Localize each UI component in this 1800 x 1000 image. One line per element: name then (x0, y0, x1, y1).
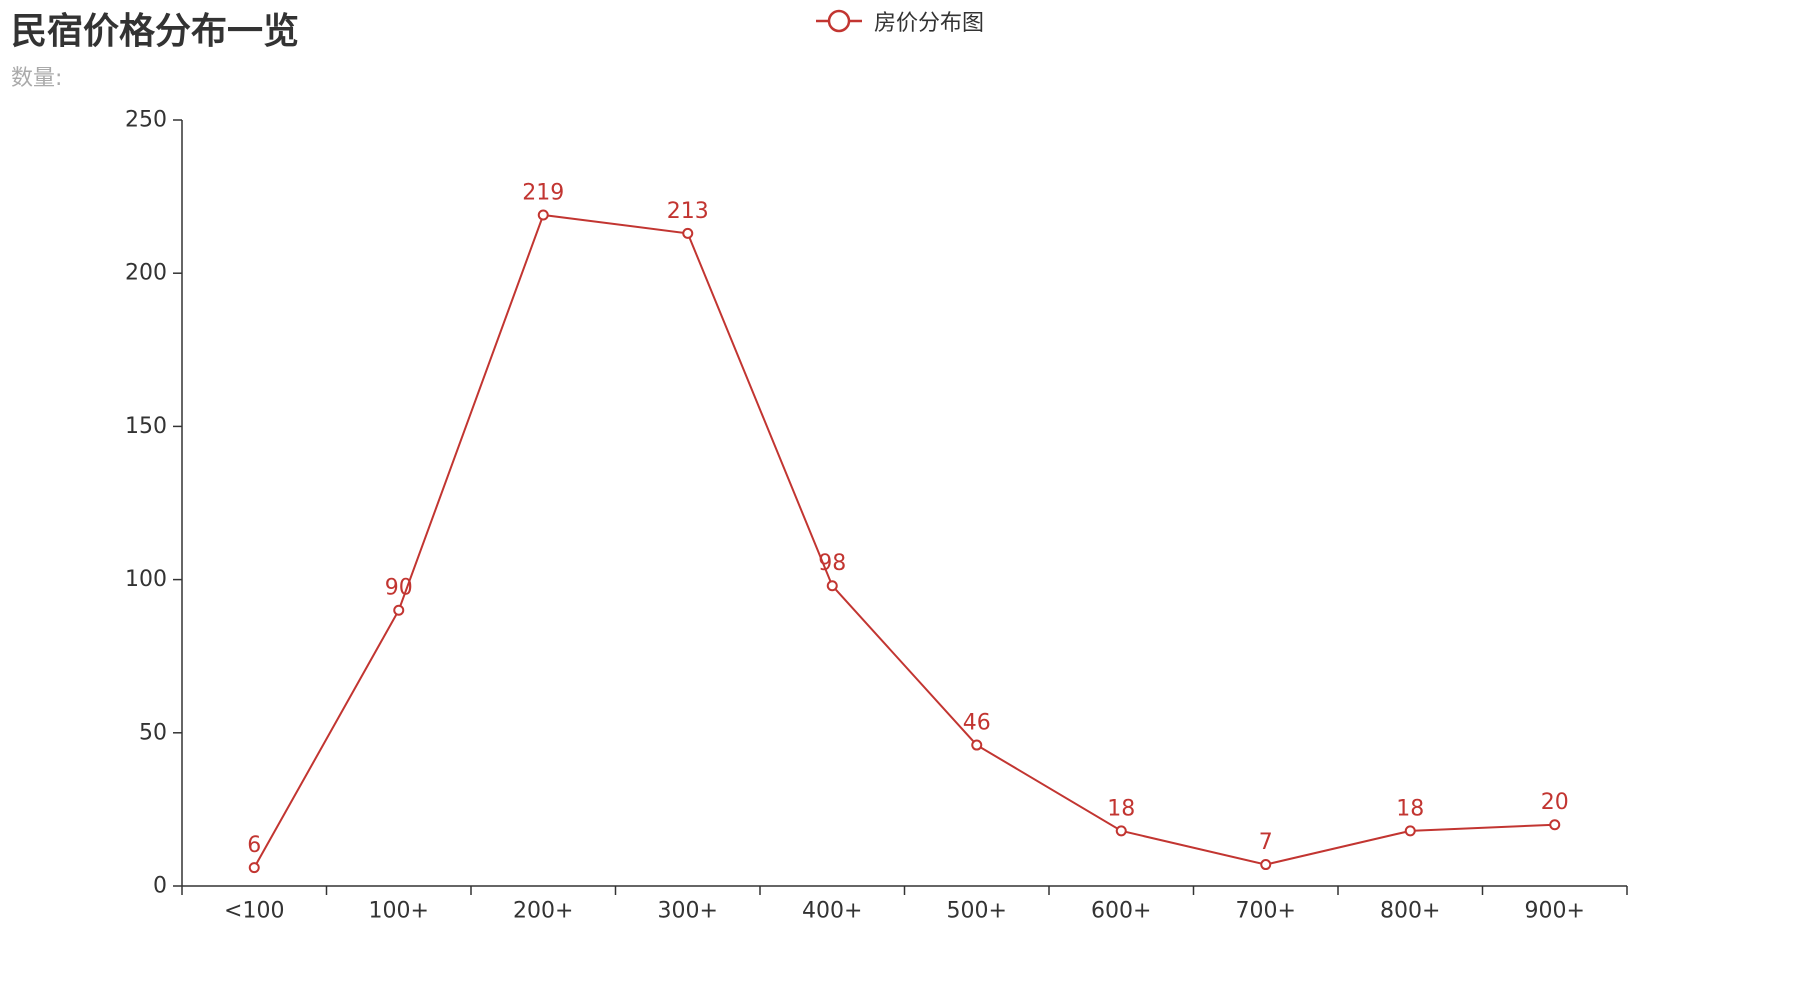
data-label: 219 (522, 180, 564, 205)
data-label: 90 (385, 576, 413, 601)
data-label: 46 (963, 711, 991, 736)
data-point[interactable] (537, 209, 549, 221)
data-label: 213 (667, 199, 709, 224)
data-point[interactable] (393, 604, 405, 616)
x-tick-label: 900+ (1525, 899, 1585, 924)
data-point[interactable] (248, 862, 260, 874)
x-tick-label: 700+ (1236, 899, 1296, 924)
legend-item-series[interactable]: 房价分布图 (814, 6, 984, 36)
data-point[interactable] (682, 227, 694, 239)
x-tick-label: 400+ (802, 899, 862, 924)
x-tick-label: 800+ (1380, 899, 1440, 924)
legend-label: 房价分布图 (874, 11, 985, 36)
x-tick-label: 200+ (513, 899, 573, 924)
legend-line-marker-icon (816, 9, 862, 33)
x-tick-label: 500+ (947, 899, 1007, 924)
series-line (253, 213, 1555, 869)
data-point[interactable] (1549, 819, 1561, 831)
x-tick-label: 300+ (658, 899, 718, 924)
y-tick-label: 200 (125, 261, 167, 286)
x-tick-label: <100 (224, 899, 284, 924)
chart-title: 民宿价格分布一览 (11, 11, 300, 52)
y-tick-label: 150 (125, 414, 167, 439)
data-label: 18 (1396, 796, 1424, 821)
data-point[interactable] (1260, 859, 1272, 871)
y-tick-label: 100 (125, 567, 167, 592)
data-point[interactable] (826, 580, 838, 592)
data-point[interactable] (1404, 825, 1416, 837)
x-tick-label: 100+ (369, 899, 429, 924)
x-tick-label: 600+ (1091, 899, 1151, 924)
chart-subtitle: 数量: (11, 66, 63, 91)
data-point[interactable] (971, 739, 983, 751)
y-tick-label: 0 (153, 874, 167, 899)
data-label: 18 (1107, 796, 1135, 821)
y-tick-label: 50 (139, 720, 167, 745)
data-label: 6 (247, 833, 261, 858)
data-label: 20 (1541, 790, 1569, 815)
data-point[interactable] (1115, 825, 1127, 837)
data-label: 7 (1259, 830, 1273, 855)
data-label: 98 (818, 551, 846, 576)
y-tick-label: 250 (125, 108, 167, 133)
